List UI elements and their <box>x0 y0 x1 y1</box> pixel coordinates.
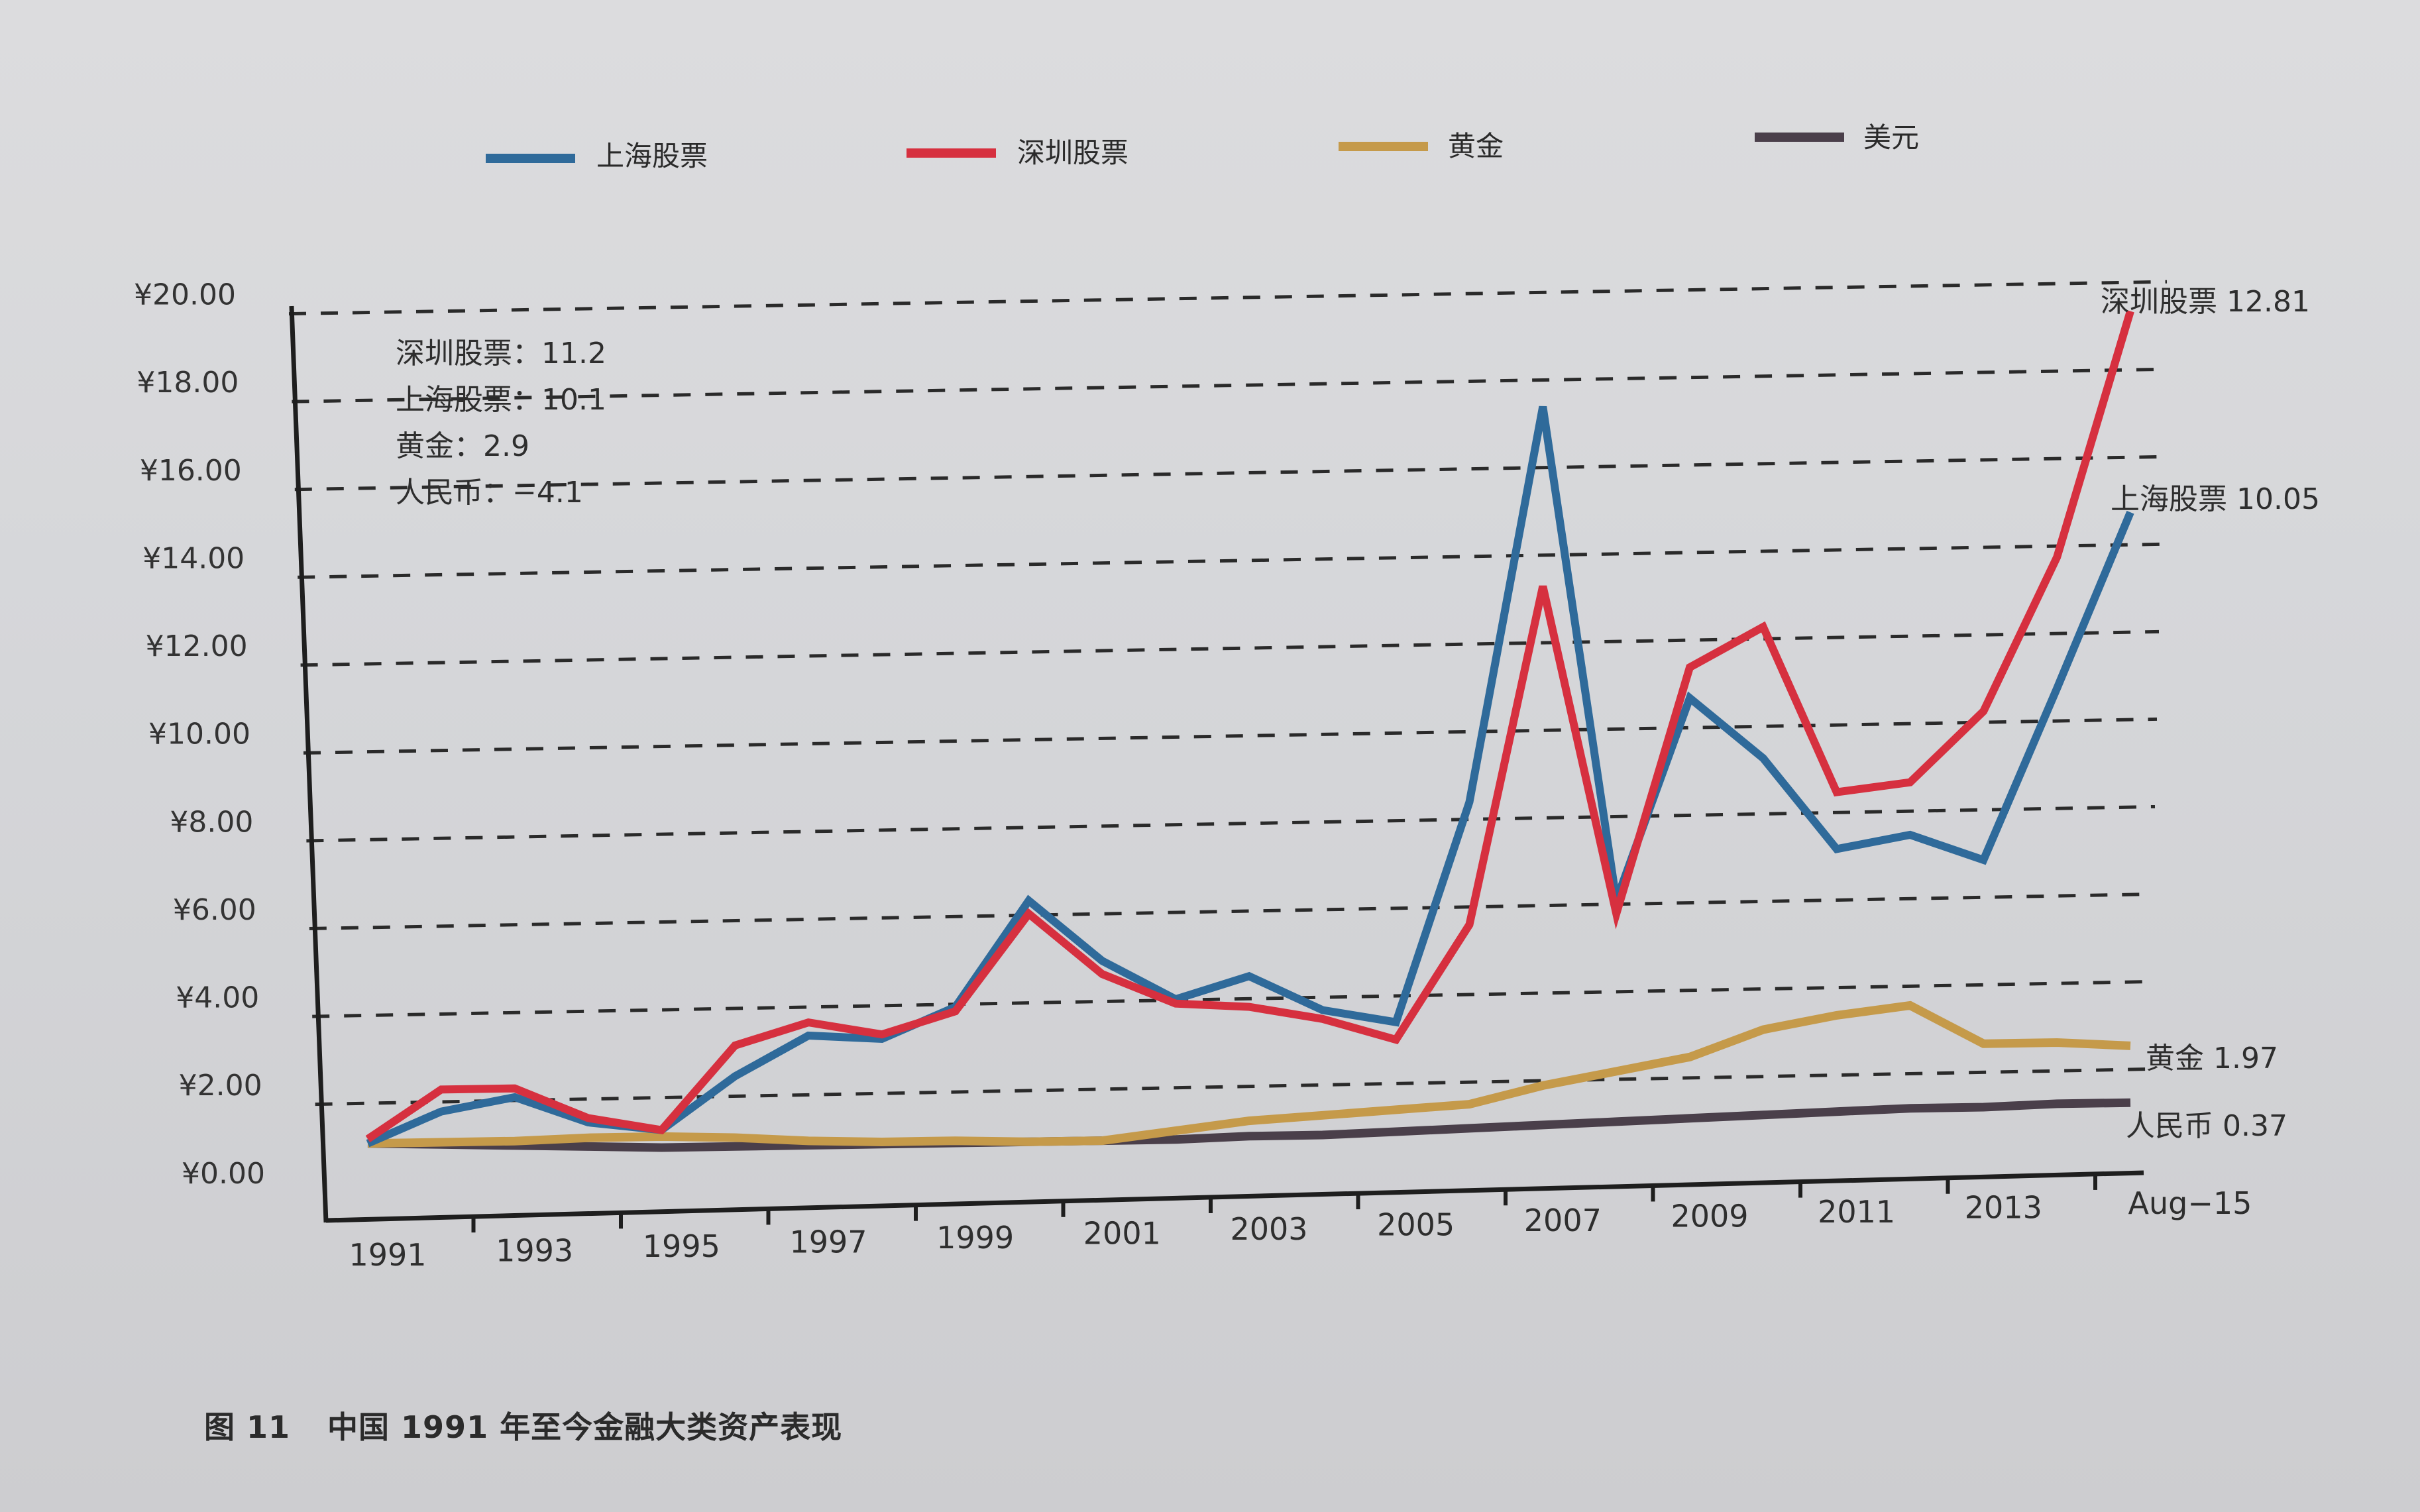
gridlines <box>288 280 2168 1107</box>
gridline <box>300 629 2160 667</box>
legend-item-shenzhen: 深圳股票 <box>907 136 1128 169</box>
legend-item-usd: 美元 <box>1755 121 1919 154</box>
series-usd-line <box>367 1098 2131 1152</box>
x-tick-label: 2005 <box>1377 1207 1455 1243</box>
legend-swatch-shenzhen <box>907 148 996 158</box>
y-axis-ticks: ¥0.00 ¥2.00 ¥4.00 ¥6.00 ¥8.00 ¥10.00 ¥12.00 ¥14… <box>134 278 265 1191</box>
y-tick-label: ¥16.00 <box>140 454 242 488</box>
y-axis <box>289 305 329 1223</box>
legend: 上海股票 深圳股票 黄金 美元 <box>486 121 1919 172</box>
x-tick-label: 2009 <box>1671 1199 1748 1234</box>
gridline <box>292 367 2166 404</box>
gridline <box>306 804 2156 843</box>
x-axis <box>325 1170 2144 1223</box>
y-tick-label: ¥14.00 <box>142 541 245 575</box>
figure-number: 图 11 <box>204 1409 291 1445</box>
x-tick-label: 1995 <box>643 1228 720 1264</box>
figure-title: 中国 1991 年至今金融大类资产表现 <box>327 1409 843 1445</box>
end-label-gold: 黄金 1.97 <box>2146 1042 2278 1075</box>
x-tick-label: 1993 <box>496 1233 573 1269</box>
x-tick-label: 1997 <box>789 1224 867 1260</box>
x-tick-label: 2003 <box>1230 1211 1307 1247</box>
annotation-rmb: 人民币：−4.1 <box>396 476 583 510</box>
x-axis-ticks: 1991 1993 1995 1997 1999 2001 2003 2005 2007 2009… <box>349 1173 2252 1273</box>
y-tick-label: ¥18.00 <box>137 366 239 400</box>
legend-label-gold: 黄金 <box>1448 130 1504 162</box>
gridline <box>298 542 2162 579</box>
x-tick-label: 1991 <box>349 1237 426 1273</box>
annotation-shanghai: 上海股票：10.1 <box>396 383 606 417</box>
x-tick-label: 2011 <box>1818 1194 1895 1230</box>
legend-item-shanghai: 上海股票 <box>486 140 708 172</box>
y-tick-label: ¥8.00 <box>170 805 253 839</box>
annotation-gold: 黄金：2.9 <box>396 429 529 463</box>
end-label-rmb: 人民币 0.37 <box>2126 1109 2287 1143</box>
series-gold-line <box>367 1000 2131 1148</box>
gridline <box>288 280 2168 316</box>
end-label-shanghai: 上海股票 10.05 <box>2111 482 2320 516</box>
gridline <box>312 980 2152 1018</box>
x-tick-label: 2001 <box>1083 1216 1161 1252</box>
x-tick-label: 2013 <box>1965 1190 2042 1226</box>
gridline <box>303 717 2158 755</box>
y-tick-label: ¥10.00 <box>148 718 250 751</box>
legend-swatch-gold <box>1339 142 1428 151</box>
y-tick-label: ¥6.00 <box>173 893 256 927</box>
y-tick-label: ¥2.00 <box>179 1069 262 1103</box>
y-tick-label: ¥4.00 <box>176 981 259 1015</box>
legend-swatch-usd <box>1755 133 1844 142</box>
series-lines <box>365 309 2134 1152</box>
figure-caption: 图 11 中国 1991 年至今金融大类资产表现 <box>204 1403 879 1447</box>
y-tick-label: ¥20.00 <box>134 278 236 312</box>
series-shenzhen-line <box>365 309 2134 1143</box>
annotation-shenzhen: 深圳股票：11.2 <box>396 337 606 370</box>
series-shanghai-line <box>366 405 2134 1148</box>
gridline <box>294 455 2164 492</box>
legend-swatch-shanghai <box>486 154 575 163</box>
legend-label-usd: 美元 <box>1863 121 1919 154</box>
gridline <box>309 892 2154 931</box>
end-label-shenzhen: 深圳股票 12.81 <box>2101 285 2310 319</box>
gridline <box>315 1067 2150 1107</box>
legend-item-gold: 黄金 <box>1339 130 1504 162</box>
y-tick-label: ¥12.00 <box>146 629 248 663</box>
end-labels: 深圳股票 12.81 上海股票 10.05 黄金 1.97 人民币 0.37 <box>2101 285 2320 1143</box>
y-tick-label: ¥0.00 <box>182 1157 265 1191</box>
legend-label-shanghai: 上海股票 <box>596 140 708 172</box>
x-tick-label: 1999 <box>936 1220 1014 1256</box>
annotation-box: 深圳股票：11.2 上海股票：10.1 黄金：2.9 人民币：−4.1 <box>396 337 606 510</box>
x-tick-label: Aug−15 <box>2128 1185 2252 1221</box>
legend-label-shenzhen: 深圳股票 <box>1017 136 1128 169</box>
x-tick-label: 2007 <box>1524 1203 1602 1238</box>
